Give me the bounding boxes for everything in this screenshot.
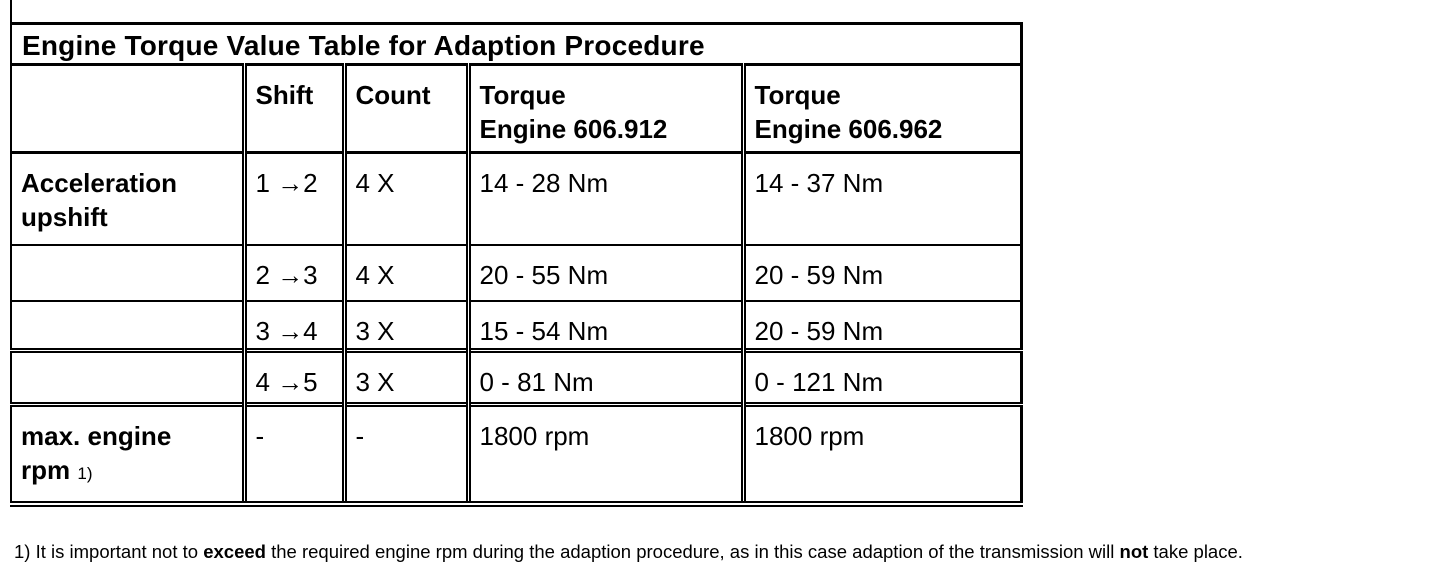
col-header-shift: Shift [241,64,344,153]
col-header-empty [11,65,244,153]
cell-torque-912: 1800 rpm [465,404,743,504]
torque-912-header-line1: Torque [479,80,566,110]
row-label-line1: Acceleration [21,168,178,198]
footnote-bold-exceed: exceed [203,541,266,562]
col-header-torque-962: Torque Engine 606.962 [740,64,1022,153]
cell-torque-912: 14 - 28 Nm [465,152,743,245]
footnote-reference: 1) [77,464,93,483]
table-row-shift-3-4: 3 →4 3 X 15 - 54 Nm 20 - 59 Nm [11,300,1022,351]
cell-torque-912: 20 - 55 Nm [465,244,743,301]
table-header-row: Shift Count Torque Engine 606.912 Torque… [11,64,1022,153]
engine-torque-table: Engine Torque Value Table for Adaption P… [10,22,1023,507]
torque-962-header-line1: Torque [754,80,841,110]
cell-torque-962: 20 - 59 Nm [740,244,1022,301]
table-title-row: Engine Torque Value Table for Adaption P… [11,24,1022,65]
row-label: max. engine rpm 1) [11,405,244,504]
cell-shift: 3 →4 [241,300,344,351]
cell-torque-962: 14 - 37 Nm [740,152,1022,245]
cell-torque-962: 1800 rpm [740,404,1022,504]
cell-shift: 4 →5 [241,350,344,405]
row-label [11,301,244,351]
cell-torque-962: 0 - 121 Nm [740,350,1022,405]
row-label [11,351,244,405]
table-row-shift-2-3: 2 →3 4 X 20 - 55 Nm 20 - 59 Nm [11,244,1022,301]
table-row-max-engine-rpm: max. engine rpm 1) - - 1800 rpm 1800 rpm [11,404,1022,504]
table-row-shift-4-5: 4 →5 3 X 0 - 81 Nm 0 - 121 Nm [11,350,1022,405]
row-label: Acceleration upshift [11,153,244,245]
row-label-line2: upshift [21,202,108,232]
footnote-text-prefix: 1) It is important not to [14,541,204,562]
cell-count: 3 X [341,350,468,405]
torque-962-header-line2: Engine 606.962 [754,114,943,144]
row-label [11,245,244,301]
row-label-line1: max. engine [21,421,172,451]
torque-912-header-line2: Engine 606.912 [479,114,668,144]
cell-torque-912: 0 - 81 Nm [465,350,743,405]
row-label-rpm: rpm [21,455,71,485]
footnote-text-middle: the required engine rpm during the adapt… [265,541,1120,562]
col-header-torque-912: Torque Engine 606.912 [465,64,743,153]
footnote-text-suffix: take place. [1148,541,1243,562]
cell-torque-962: 20 - 59 Nm [740,300,1022,351]
table-title: Engine Torque Value Table for Adaption P… [22,30,705,61]
cell-count: 4 X [341,244,468,301]
col-header-count: Count [341,64,468,153]
cell-shift: 2 →3 [241,244,344,301]
cell-count: 3 X [341,300,468,351]
table-row-shift-1-2: Acceleration upshift 1 →2 4 X 14 - 28 Nm… [11,152,1022,245]
cell-count: 4 X [341,152,468,245]
cell-count: - [341,404,468,504]
footnote-bold-not: not [1119,541,1149,562]
cell-shift: - [241,404,344,504]
footnote: 1) It is important not to exceed the req… [14,541,1438,563]
row-label-line2: rpm 1) [21,453,234,491]
scan-artifact-line [10,0,12,24]
cell-shift: 1 →2 [241,152,344,245]
cell-torque-912: 15 - 54 Nm [465,300,743,351]
